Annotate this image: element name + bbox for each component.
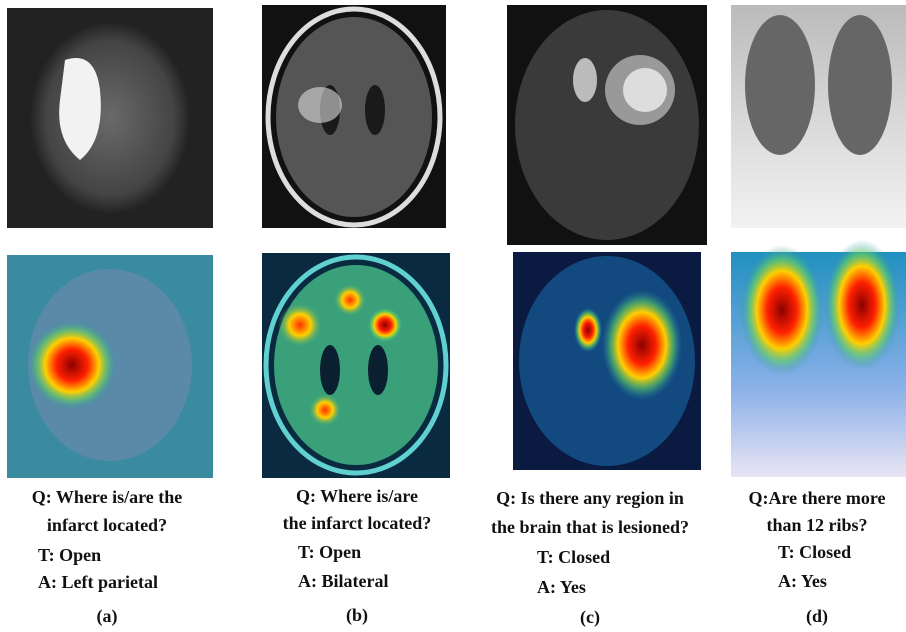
image-a-heatmap <box>7 255 213 478</box>
image-d-original <box>731 5 906 228</box>
question-type: T: Open <box>298 543 361 561</box>
question-line: the infarct located? <box>283 514 432 532</box>
image-a-original <box>7 8 213 228</box>
figure: Q: Where is/are the infarct located? T: … <box>0 0 906 632</box>
answer: A: Left parietal <box>38 573 158 591</box>
question-line: Q:Are there more <box>749 489 886 507</box>
image-b-heatmap <box>262 253 450 478</box>
question-line: Q: Is there any region in <box>496 489 684 507</box>
panel-label: (b) <box>346 606 368 624</box>
question-type: T: Closed <box>537 548 610 566</box>
answer: A: Bilateral <box>298 572 388 590</box>
images <box>0 0 906 632</box>
panel-label: (d) <box>806 607 828 625</box>
question-type: T: Closed <box>778 543 851 561</box>
question-line: Q: Where is/are the <box>32 488 182 506</box>
question-line: than 12 ribs? <box>766 516 867 534</box>
question-line: Q: Where is/are <box>296 487 418 505</box>
image-c-original <box>507 5 707 245</box>
image-b-original <box>262 5 446 228</box>
panel-label: (c) <box>580 608 600 626</box>
answer: A: Yes <box>537 578 586 596</box>
question-line: the brain that is lesioned? <box>491 518 689 536</box>
image-c-heatmap <box>513 252 701 470</box>
image-d-heatmap <box>731 240 906 477</box>
question-type: T: Open <box>38 546 101 564</box>
panel-label: (a) <box>97 607 118 625</box>
answer: A: Yes <box>778 572 827 590</box>
question-line: infarct located? <box>47 516 167 534</box>
